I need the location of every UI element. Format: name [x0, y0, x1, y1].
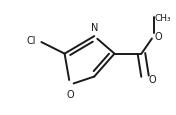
Text: N: N [91, 23, 98, 33]
Text: O: O [155, 32, 163, 42]
Text: O: O [66, 89, 74, 99]
Text: O: O [148, 75, 156, 85]
Text: CH₃: CH₃ [155, 14, 172, 23]
Text: Cl: Cl [27, 36, 36, 46]
